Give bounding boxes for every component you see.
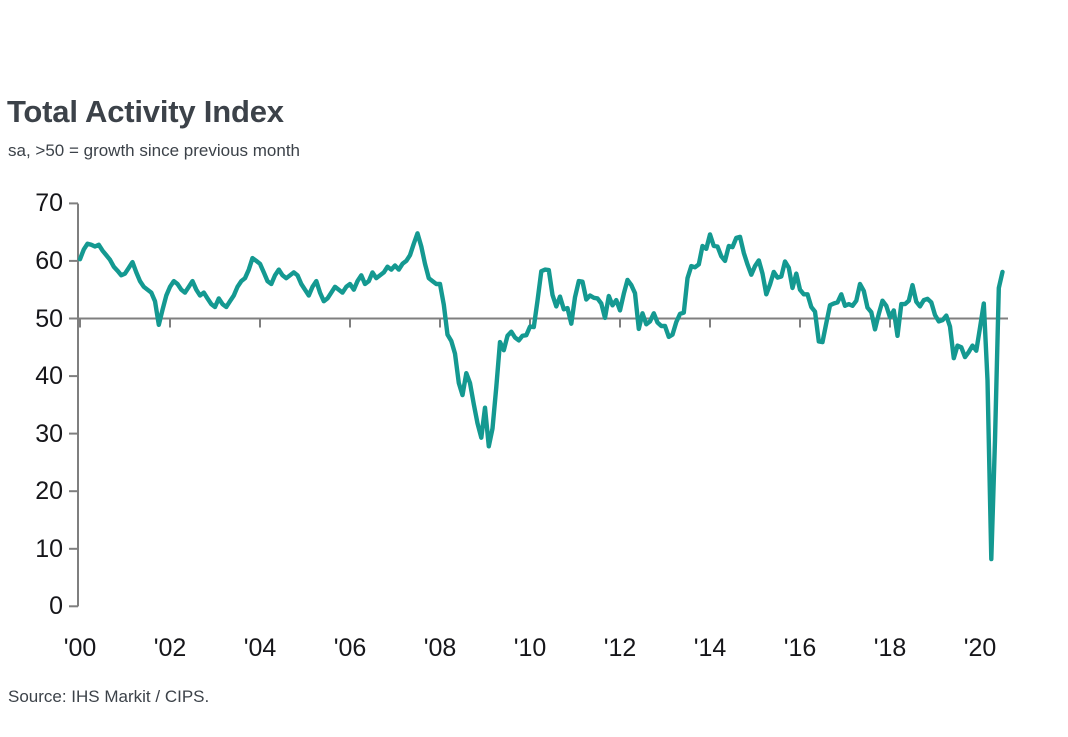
y-tick-label: 30 [35,419,63,448]
x-tick-label: '06 [333,634,367,662]
chart-title: Total Activity Index [7,94,284,129]
x-tick-label: '14 [693,634,727,662]
x-tick-label: '12 [603,634,637,662]
source-note: Source: IHS Markit / CIPS. [8,687,210,706]
y-tick-label: 40 [35,362,63,391]
x-tick-label: '08 [423,634,457,662]
y-axis [69,202,79,608]
y-tick-label: 70 [35,189,63,218]
x-axis-ticks [79,318,981,328]
x-tick-label: '10 [513,634,547,662]
x-tick-label: '02 [153,634,187,662]
x-tick-label: '20 [963,634,997,662]
activity-index-line [77,231,1005,562]
x-tick-label: '16 [783,634,817,662]
chart-subtitle: sa, >50 = growth since previous month [8,141,300,160]
y-tick-label: 60 [35,246,63,275]
x-tick-label: '00 [63,634,97,662]
y-tick-label: 50 [35,304,63,333]
x-tick-label: '04 [243,634,277,662]
y-tick-label: 10 [35,534,63,563]
y-tick-label: 20 [35,477,63,506]
y-tick-label: 0 [49,592,63,621]
x-tick-label: '18 [873,634,907,662]
